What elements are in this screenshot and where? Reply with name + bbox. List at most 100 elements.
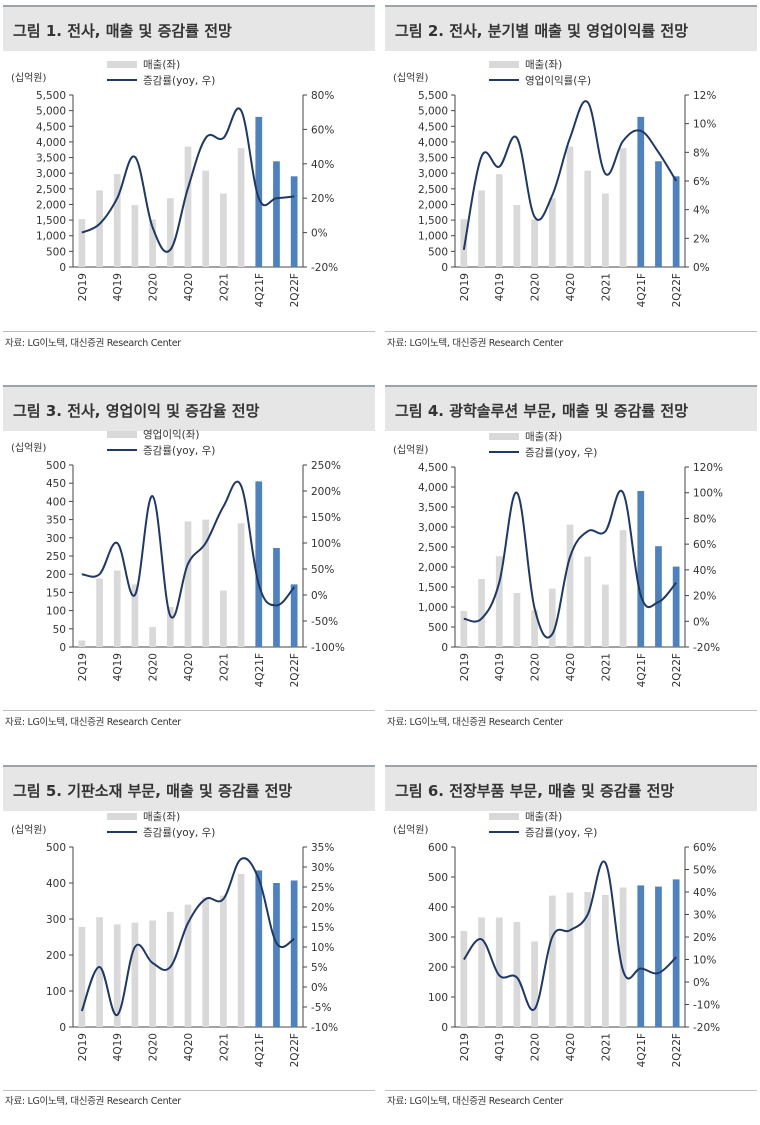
figure-1-source-rule	[3, 331, 375, 332]
right-tick-label: 0%	[693, 977, 710, 989]
x-tick-label: 2Q20	[530, 653, 542, 681]
right-tick-label: -100%	[311, 642, 345, 654]
bar-3Q21	[238, 874, 245, 1027]
left-tick-label: 500	[428, 246, 448, 258]
bar-1Q22F	[655, 546, 662, 647]
right-tick-label: 0%	[693, 616, 710, 628]
x-tick-label: 4Q19	[494, 273, 506, 301]
unit-label: (십억원)	[11, 72, 47, 84]
bar-2Q19	[78, 927, 85, 1027]
bar-4Q21F	[255, 481, 262, 647]
right-tick-label: 120%	[693, 462, 723, 474]
x-tick-label: 2Q20	[530, 273, 542, 301]
right-tick-label: -5%	[311, 1002, 331, 1014]
bar-3Q20	[167, 198, 174, 267]
x-tick-label: 2Q22F	[289, 653, 301, 687]
x-tick-label: 4Q19	[494, 1033, 506, 1061]
right-tick-label: -10%	[693, 1000, 720, 1012]
bar-3Q21	[238, 148, 245, 267]
figure-6-panel: 그림 6. 전장부품 부문, 매출 및 증감률 전망 (십억원)매출(좌)증감률…	[385, 765, 757, 1125]
left-tick-label: 3,000	[418, 168, 448, 180]
right-tick-label: 60%	[693, 539, 716, 551]
right-tick-label: -20%	[311, 262, 338, 274]
left-tick-label: 400	[46, 878, 66, 890]
bar-3Q21	[238, 523, 245, 647]
x-tick-label: 2Q21	[600, 1033, 612, 1061]
x-tick-label: 2Q21	[600, 653, 612, 681]
bar-1Q20	[514, 922, 521, 1027]
left-tick-label: 100	[428, 992, 448, 1004]
right-tick-label: 12%	[693, 90, 716, 102]
left-tick-label: 2,500	[36, 184, 66, 196]
x-tick-label: 2Q22F	[671, 653, 683, 687]
x-tick-label: 2Q20	[148, 273, 160, 301]
bar-4Q21F	[637, 117, 644, 267]
x-tick-label: 4Q20	[565, 273, 577, 301]
figure-1-source: 자료: LG이노텍, 대신증권 Research Center	[5, 335, 181, 349]
bar-1Q21	[202, 897, 209, 1027]
left-tick-label: 2,000	[418, 199, 448, 211]
left-tick-label: 150	[46, 587, 66, 599]
right-tick-label: 5%	[311, 962, 328, 974]
x-tick-label: 4Q20	[183, 1033, 195, 1061]
bar-1Q22F	[655, 161, 662, 267]
legend-line-label: 증감률(yoy, 우)	[525, 827, 597, 839]
left-tick-label: 300	[46, 914, 66, 926]
x-tick-label: 2Q22F	[289, 1033, 301, 1067]
left-tick-label: 2,500	[418, 542, 448, 554]
bar-2Q20	[531, 942, 538, 1028]
bar-1Q22F	[273, 548, 280, 647]
x-tick-label: 4Q19	[494, 653, 506, 681]
left-tick-label: 0	[441, 1022, 448, 1034]
left-tick-label: 0	[59, 642, 66, 654]
unit-label: (십억원)	[393, 444, 429, 456]
left-tick-label: 0	[59, 1022, 66, 1034]
left-tick-label: 1,000	[36, 231, 66, 243]
right-tick-label: 6%	[693, 176, 710, 188]
figure-6-source: 자료: LG이노텍, 대신증권 Research Center	[387, 1093, 563, 1107]
legend-line-label: 증감률(yoy, 우)	[143, 75, 215, 87]
right-tick-label: 4%	[693, 205, 710, 217]
x-tick-label: 2Q19	[459, 273, 471, 301]
left-tick-label: 450	[46, 478, 66, 490]
x-tick-label: 4Q21F	[254, 1033, 266, 1067]
left-tick-label: 3,500	[418, 153, 448, 165]
x-tick-label: 4Q19	[112, 653, 124, 681]
bar-2Q21	[602, 585, 609, 647]
figure-4-source-rule	[385, 710, 757, 711]
right-tick-label: 80%	[693, 513, 716, 525]
bar-1Q22F	[655, 887, 662, 1027]
bar-2Q22F	[673, 879, 680, 1027]
left-tick-label: 4,000	[36, 137, 66, 149]
bar-2Q21	[602, 895, 609, 1027]
x-tick-label: 2Q21	[218, 1033, 230, 1061]
left-tick-label: 250	[46, 551, 66, 563]
x-tick-label: 2Q19	[77, 653, 89, 681]
legend-bar-swatch	[489, 61, 519, 68]
bar-4Q21F	[255, 870, 262, 1027]
legend-bar-label: 매출(좌)	[525, 811, 562, 823]
legend-bar-label: 매출(좌)	[525, 431, 562, 443]
right-tick-label: 40%	[311, 159, 334, 171]
figure-4-panel: 그림 4. 광학솔루션 부문, 매출 및 증감률 전망 (십억원)매출(좌)증감…	[385, 385, 757, 745]
left-tick-label: 2,000	[418, 562, 448, 574]
x-tick-label: 2Q19	[459, 653, 471, 681]
x-tick-label: 2Q21	[218, 273, 230, 301]
left-tick-label: 400	[428, 902, 448, 914]
x-tick-label: 2Q22F	[671, 273, 683, 307]
left-tick-label: 5,500	[418, 90, 448, 102]
x-tick-label: 2Q20	[148, 1033, 160, 1061]
figure-3-source: 자료: LG이노텍, 대신증권 Research Center	[5, 714, 181, 728]
figure-2-source: 자료: LG이노텍, 대신증권 Research Center	[387, 335, 563, 349]
figure-6-chart: (십억원)매출(좌)증감률(yoy, 우)0100200300400500600…	[385, 765, 757, 1105]
left-tick-label: 600	[428, 842, 448, 854]
right-tick-label: 80%	[311, 90, 334, 102]
x-tick-label: 2Q21	[600, 273, 612, 301]
bar-1Q21	[584, 557, 591, 647]
x-tick-label: 2Q22F	[671, 1033, 683, 1067]
x-tick-label: 4Q21F	[254, 653, 266, 687]
bar-2Q19	[460, 611, 467, 647]
right-tick-label: -50%	[311, 616, 338, 628]
bar-2Q22F	[291, 176, 298, 267]
legend-bar-swatch	[107, 813, 137, 820]
